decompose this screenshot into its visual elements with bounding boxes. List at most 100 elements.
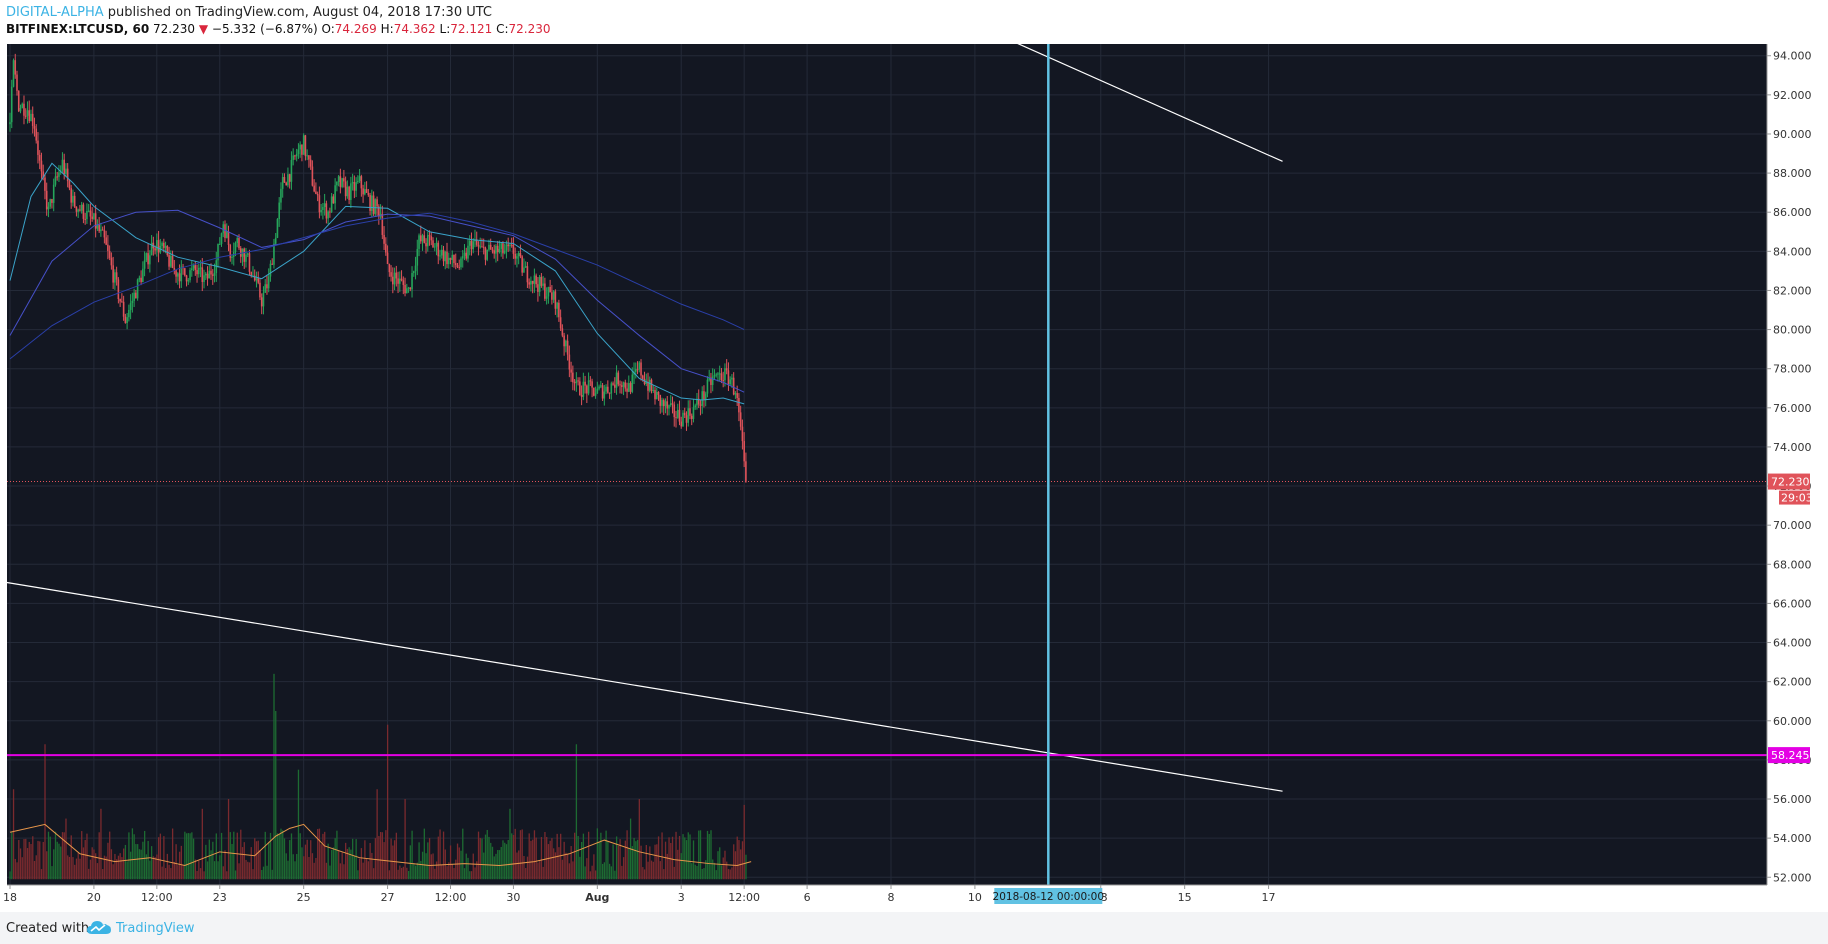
- candle-body: [416, 248, 419, 266]
- tradingview-brand-link[interactable]: TradingView: [116, 921, 195, 936]
- candle-body: [629, 383, 632, 392]
- time-tick-label: Aug: [585, 891, 609, 904]
- volume-bar: [647, 861, 649, 880]
- time-tick-label: 12:00: [141, 891, 173, 904]
- high-label: H:: [380, 22, 394, 36]
- volume-bar: [266, 865, 268, 880]
- countdown-label-box: [1779, 490, 1810, 505]
- volume-bar: [109, 831, 111, 880]
- candle-body: [676, 409, 679, 418]
- candle-body: [178, 273, 181, 282]
- volume-bar: [362, 862, 364, 880]
- volume-bar: [173, 861, 176, 880]
- price-tick-label: 52.000: [1773, 871, 1812, 884]
- candle-body: [488, 244, 490, 250]
- volume-bar: [54, 831, 57, 880]
- volume-bar: [601, 863, 604, 880]
- symbol-name[interactable]: BITFINEX:LTCUSD, 60: [6, 22, 150, 36]
- volume-bar: [430, 854, 432, 880]
- volume-bar: [324, 831, 326, 880]
- candle-body: [610, 383, 613, 394]
- candle-body: [619, 384, 621, 386]
- candle-body: [358, 176, 361, 181]
- candle-body: [738, 398, 740, 413]
- volume-bar: [479, 837, 481, 880]
- chart-area[interactable]: 94.000 92.000 90.000 88.000 86.000 84.000 82.0…: [0, 31, 1828, 912]
- volume-bar: [684, 837, 686, 880]
- author-link[interactable]: DIGITAL-ALPHA: [6, 5, 104, 20]
- candle-body: [736, 393, 738, 399]
- tradingview-cloud-icon[interactable]: [86, 919, 112, 937]
- candle-body: [9, 122, 11, 125]
- candle-body: [346, 186, 349, 197]
- volume-bar: [131, 828, 134, 880]
- volume-bar: [63, 832, 65, 880]
- candle-body: [510, 244, 513, 246]
- volume-bar: [9, 871, 11, 880]
- candle-body: [577, 380, 579, 382]
- candle-body: [701, 391, 704, 406]
- moving-average-slow: [9, 212, 745, 360]
- volume-bar: [47, 831, 50, 880]
- candle-body: [388, 264, 391, 273]
- volume-bar: [292, 854, 294, 880]
- price-change: −5.332 (−6.87%): [211, 22, 318, 36]
- candle-body: [411, 272, 413, 290]
- volume-bar: [525, 867, 527, 880]
- volume-bar: [130, 851, 132, 880]
- volume-bar: [46, 851, 48, 880]
- volume-bar: [304, 844, 307, 880]
- candle-body: [344, 181, 347, 197]
- candle-body: [425, 243, 427, 247]
- candle-body: [556, 302, 558, 309]
- volume-bar: [105, 856, 107, 880]
- volume-bar: [469, 871, 471, 880]
- candle-body: [285, 182, 287, 186]
- volume-bar: [481, 838, 483, 880]
- candle-body: [70, 188, 72, 203]
- volume-bar: [184, 831, 186, 880]
- volume-bar: [196, 870, 198, 880]
- candle-body: [157, 240, 160, 253]
- volume-bar: [250, 847, 252, 880]
- candle-body: [248, 253, 251, 272]
- volume-bar: [572, 861, 574, 880]
- moving-average-fast: [9, 162, 745, 405]
- candle-body: [727, 370, 730, 385]
- candle-body: [168, 255, 170, 267]
- candle-body: [103, 230, 106, 238]
- candle-body: [108, 250, 111, 258]
- volume-bar: [289, 840, 291, 880]
- volume-bar: [546, 836, 548, 880]
- candle-body: [14, 60, 17, 75]
- volume-bar: [537, 862, 539, 880]
- plot-background: [7, 44, 1767, 885]
- candle-body: [484, 247, 487, 260]
- volume-bar: [381, 832, 384, 880]
- volume-bar: [535, 837, 537, 880]
- candle-body: [341, 178, 343, 187]
- price-chart[interactable]: 94.000 92.000 90.000 88.000 86.000 84.000 82.0…: [0, 31, 1828, 912]
- candle-body: [591, 381, 593, 388]
- candle-body: [659, 394, 662, 406]
- volume-bar: [88, 868, 90, 880]
- volume-bar: [530, 840, 532, 880]
- volume-bar: [252, 869, 254, 880]
- candle-body: [227, 231, 230, 246]
- candle-body: [376, 199, 378, 207]
- trendline-upper: [992, 31, 1283, 162]
- candle-body: [229, 245, 232, 258]
- candle-body: [479, 246, 482, 248]
- down-arrow-icon: ▼: [198, 22, 209, 36]
- price-tick-label: 80.000: [1773, 324, 1812, 337]
- candle-body: [703, 391, 705, 400]
- candle-body: [718, 373, 721, 375]
- volume-bar: [70, 835, 72, 880]
- volume-bar: [185, 833, 188, 880]
- volume-bar: [254, 838, 256, 880]
- candle-body: [662, 399, 665, 407]
- volume-bar: [518, 850, 520, 880]
- candle-body: [75, 206, 78, 212]
- candle-body: [142, 268, 144, 283]
- candle-body: [45, 190, 48, 210]
